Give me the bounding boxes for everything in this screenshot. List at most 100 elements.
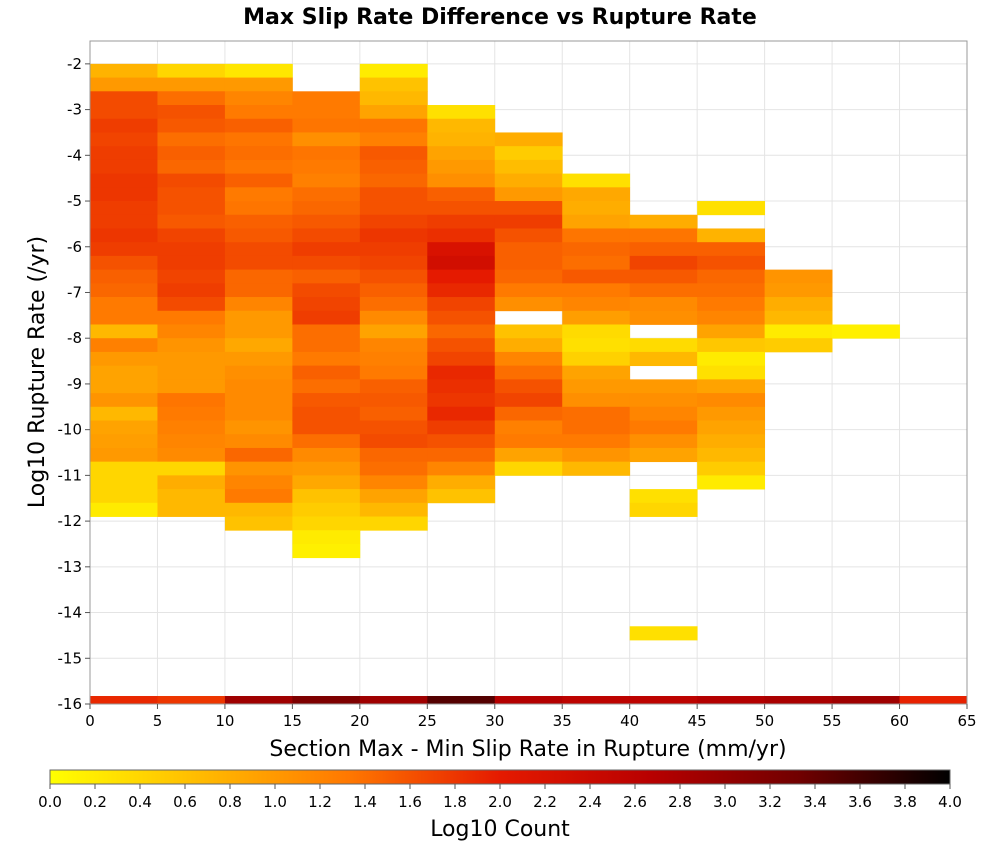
heatmap-cell	[427, 297, 496, 312]
x-tick-label: 30	[485, 712, 504, 730]
heatmap-cell	[292, 269, 361, 284]
heatmap-cell-bottom	[899, 696, 968, 704]
heatmap-cell	[292, 159, 361, 174]
heatmap-cell	[157, 269, 226, 284]
heatmap-cell	[427, 173, 496, 188]
colorbar-tick-label: 2.2	[533, 793, 557, 811]
heatmap-cell	[629, 379, 698, 394]
heatmap-cell	[359, 214, 428, 229]
heatmap-cell	[359, 434, 428, 449]
heatmap-cell	[427, 132, 496, 147]
colorbar-tick-label: 0.6	[173, 793, 197, 811]
heatmap-cell	[224, 351, 293, 367]
colorbar-tick-label: 1.4	[353, 793, 377, 811]
heatmap-cell	[90, 447, 158, 463]
heatmap-cell	[157, 146, 226, 161]
heatmap-cell	[562, 365, 631, 380]
heatmap-cell	[224, 297, 293, 312]
heatmap-cell	[90, 187, 158, 202]
y-tick-label: -11	[58, 466, 83, 484]
heatmap-cell	[697, 447, 766, 463]
heatmap-cell	[359, 502, 428, 517]
heatmap-cell	[224, 118, 293, 133]
heatmap-cell	[292, 447, 361, 463]
heatmap-cell	[90, 434, 158, 449]
heatmap-cell	[562, 214, 631, 229]
heatmap-cell	[157, 228, 226, 243]
heatmap-cell	[427, 338, 496, 353]
heatmap-cell	[697, 324, 766, 339]
y-tick-label: -13	[58, 558, 83, 576]
y-tick-label: -3	[67, 101, 82, 119]
x-tick-label: 0	[85, 712, 95, 730]
colorbar-tick-label: 0.8	[218, 793, 242, 811]
heatmap-cell-bottom	[832, 696, 900, 704]
heatmap-cell	[157, 461, 226, 476]
heatmap-cell	[224, 63, 293, 78]
heatmap-cell	[494, 214, 563, 229]
heatmap-cell	[697, 255, 766, 271]
colorbar-tick-label: 2.8	[668, 793, 692, 811]
heatmap-cell-bottom	[494, 696, 563, 704]
heatmap-cell	[157, 420, 226, 435]
heatmap-cell	[292, 310, 361, 325]
heatmap-cell	[697, 475, 766, 490]
heatmap-cell	[427, 420, 496, 435]
heatmap-cell	[697, 379, 766, 394]
heatmap-cell	[494, 173, 563, 188]
x-tick-label: 65	[957, 712, 976, 730]
heatmap-cell	[90, 379, 158, 394]
heatmap-cell	[157, 351, 226, 367]
x-tick-label: 15	[283, 712, 302, 730]
heatmap-cell	[90, 214, 158, 229]
plot-frame	[89, 40, 968, 705]
heatmap-cell	[494, 379, 563, 394]
heatmap-cell	[157, 489, 226, 504]
heatmap-cell-bottom	[359, 696, 428, 704]
heatmap-cell	[359, 461, 428, 476]
heatmap-cell	[359, 269, 428, 284]
x-tick-label: 10	[215, 712, 234, 730]
heatmap-cell	[224, 489, 293, 504]
heatmap-cell	[224, 201, 293, 216]
colorbar-tick-label: 0.0	[38, 793, 62, 811]
heatmap-cell	[224, 434, 293, 449]
heatmap-cell	[427, 434, 496, 449]
heatmap-cell	[359, 324, 428, 339]
heatmap-cell	[562, 269, 631, 284]
heatmap-cell	[427, 283, 496, 298]
heatmap-cell	[562, 173, 631, 188]
heatmap-cell	[494, 255, 563, 271]
colorbar-tick-label: 2.0	[488, 793, 512, 811]
heatmap-cell	[629, 228, 698, 243]
heatmap-cell	[90, 338, 158, 353]
heatmap-cell	[764, 338, 833, 353]
heatmap-cell	[90, 242, 158, 257]
heatmap-cell	[494, 393, 563, 408]
heatmap-cell	[292, 297, 361, 312]
heatmap-cell	[629, 297, 698, 312]
heatmap-cell	[224, 269, 293, 284]
heatmap-cell	[90, 63, 158, 78]
heatmap-cell	[629, 489, 698, 504]
heatmap-cell	[359, 393, 428, 408]
heatmap-cell	[224, 242, 293, 257]
heatmap-cell	[427, 379, 496, 394]
heatmap-cell	[427, 447, 496, 463]
heatmap-cell	[292, 283, 361, 298]
heatmap-cell-bottom	[629, 696, 698, 704]
heatmap-cell	[90, 351, 158, 367]
heatmap-cell	[224, 77, 293, 92]
heatmap-cell	[292, 201, 361, 216]
heatmap-cell	[90, 105, 158, 120]
x-axis-label: Section Max - Min Slip Rate in Rupture (…	[269, 737, 786, 762]
heatmap-cell	[697, 434, 766, 449]
heatmap-cell	[494, 297, 563, 312]
heatmap-cell	[157, 77, 226, 92]
heatmap-cell	[292, 489, 361, 504]
colorbar	[49, 769, 951, 785]
heatmap-cell	[90, 173, 158, 188]
heatmap-cell	[359, 159, 428, 174]
heatmap-cell	[359, 201, 428, 216]
